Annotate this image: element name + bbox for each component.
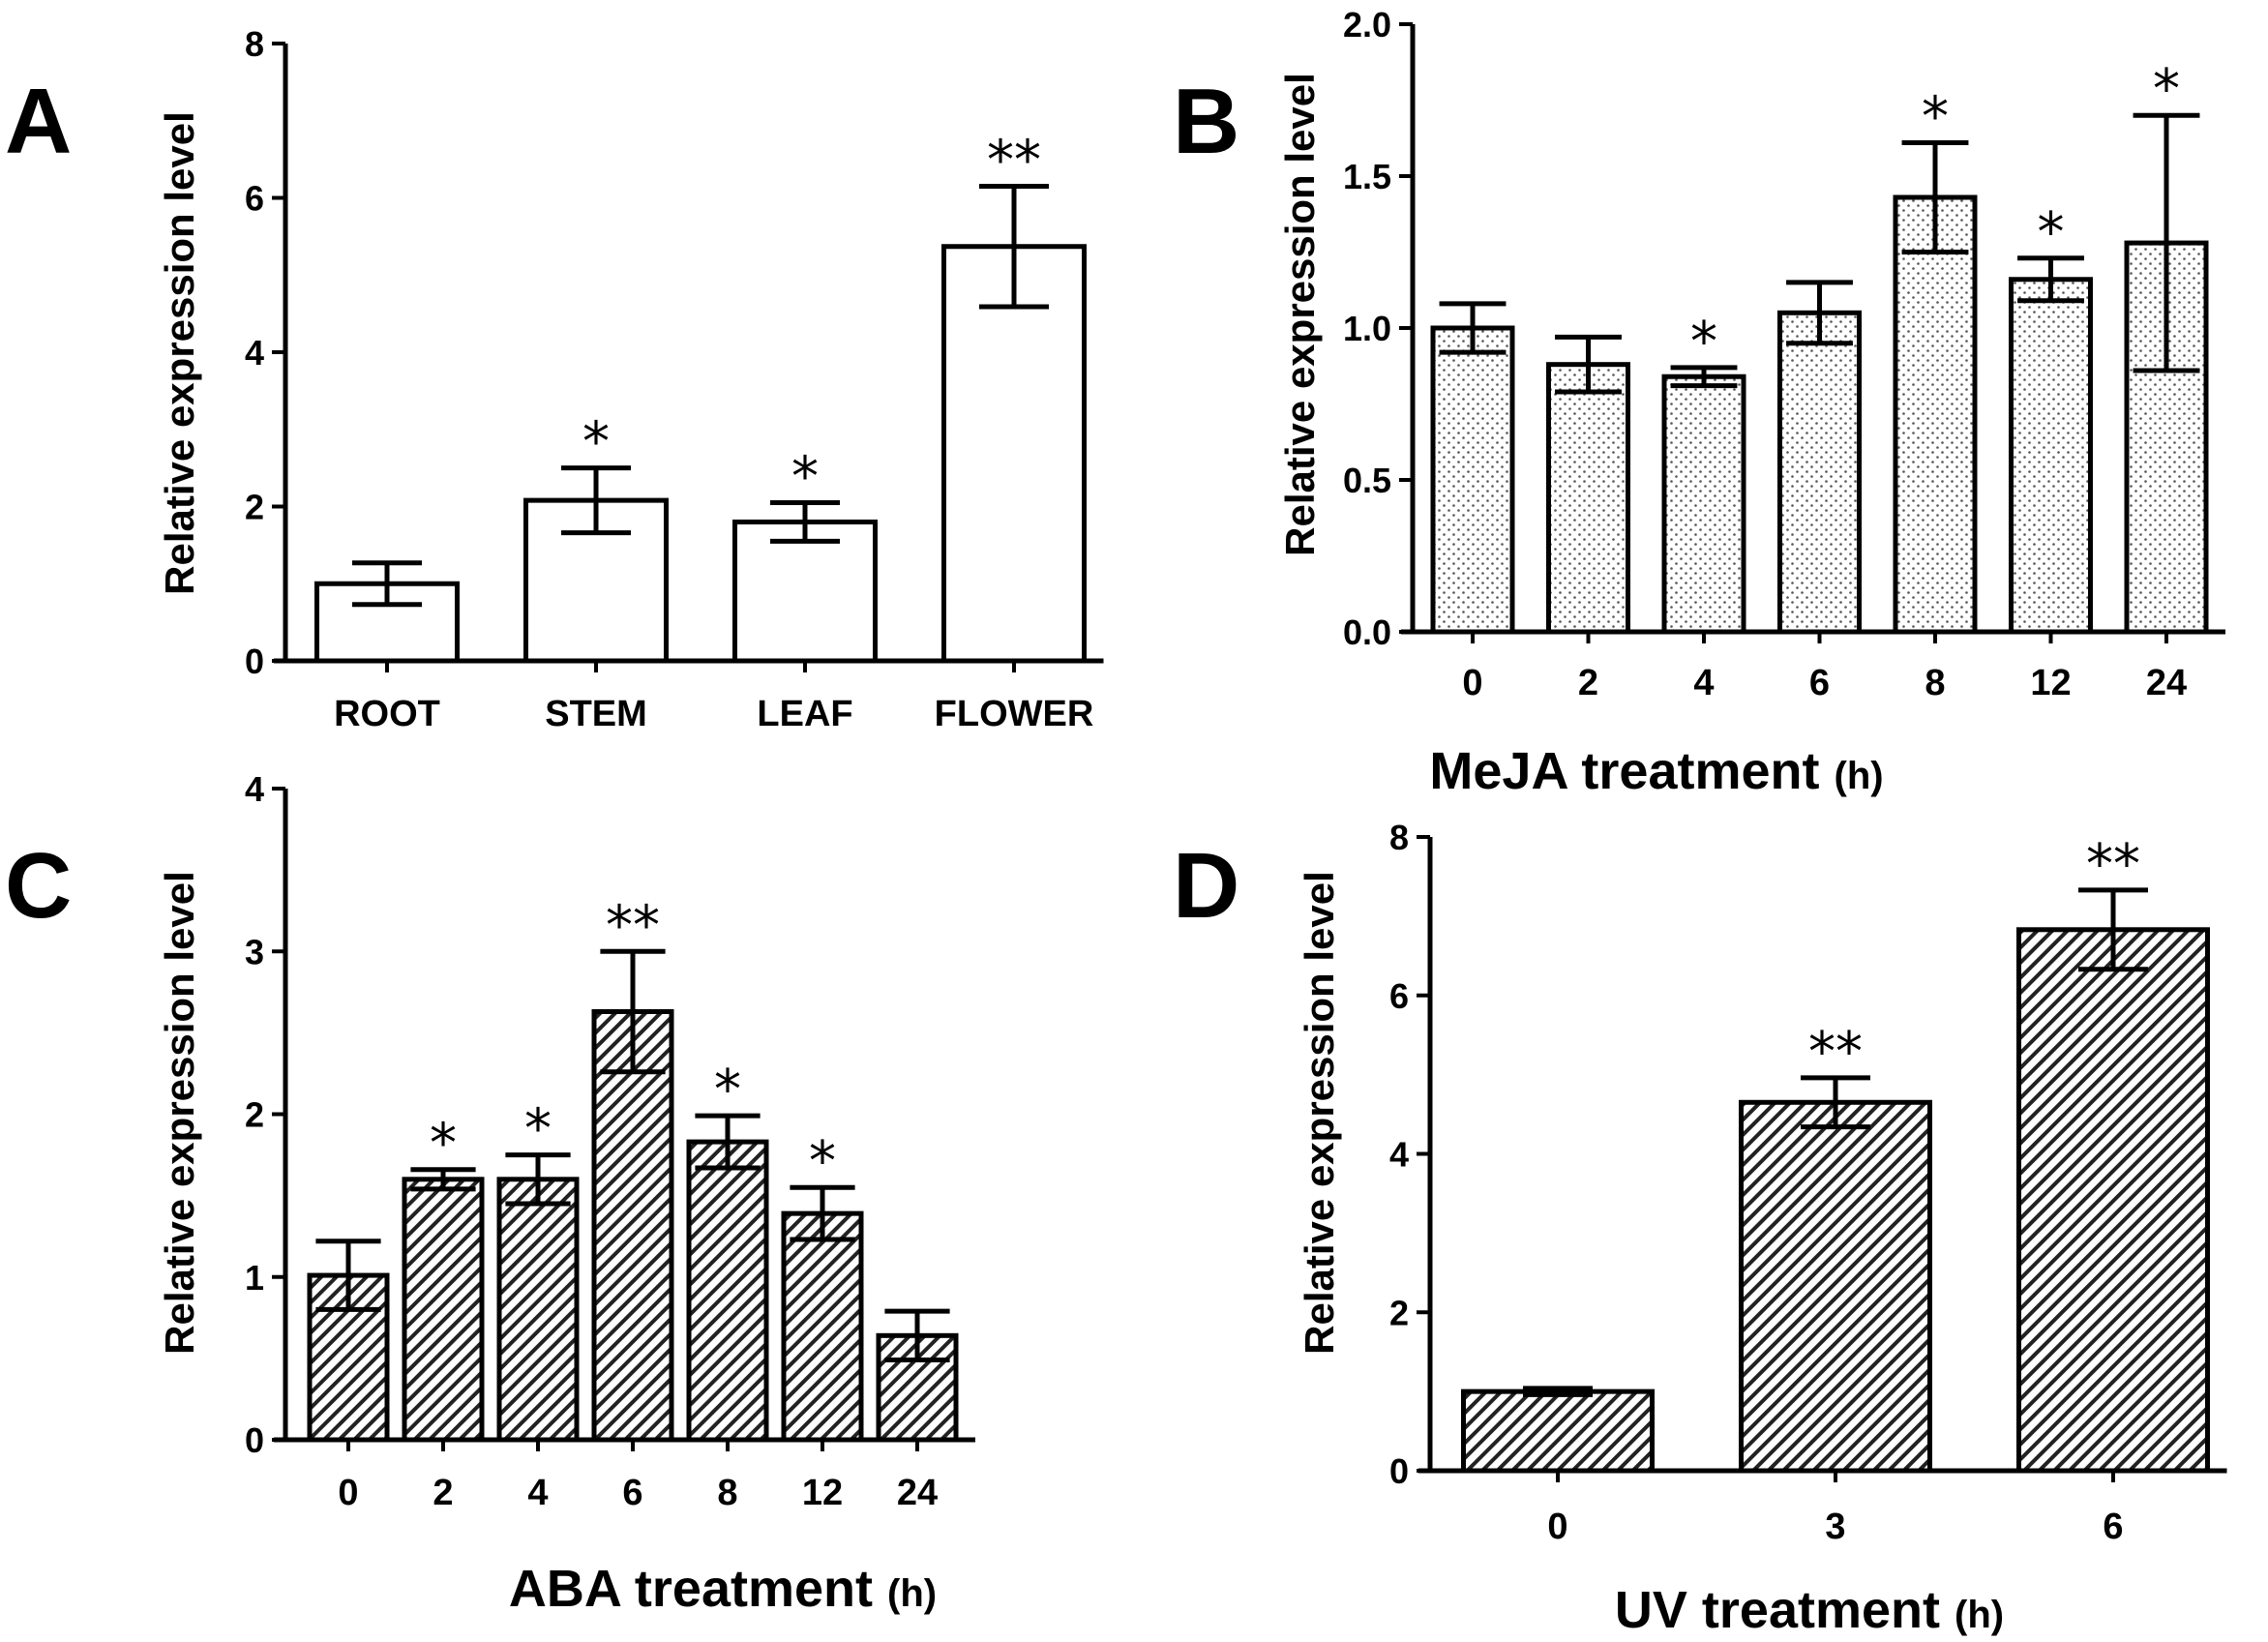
panel-a-significance-marker: * — [791, 446, 819, 509]
panel-a-y-axis-title: Relative expression level — [157, 111, 202, 595]
panel-a-y-tick-label: 4 — [245, 333, 264, 373]
panel-a-significance-marker: * — [582, 411, 610, 474]
panel-d-x-axis-title-text: UV treatment — [1615, 1581, 1940, 1639]
panel-c-y-tick-label: 2 — [245, 1095, 264, 1135]
panel-b-x-tick-label: 4 — [1693, 663, 1714, 703]
panel-b-plot: 0.0 0.5 1.0 1.5 2.0 0 2 * 4 6 * 8 * 12 * 24 — [1343, 5, 2225, 703]
panel-a-y-tick-label: 8 — [245, 24, 264, 64]
panel-b-significance-marker: * — [2038, 201, 2065, 264]
panel-c-y-axis-title: Relative expression level — [157, 871, 202, 1355]
panel-c-bar — [496, 1177, 580, 1443]
panel-b-significance-marker: * — [1922, 85, 1949, 148]
panel-b-x-axis-title-unit: (h) — [1835, 755, 1884, 797]
panel-c-significance-marker: * — [430, 1113, 457, 1176]
panel-c-significance-marker: * — [809, 1130, 836, 1193]
panel-d-y-tick-label: 8 — [1389, 818, 1409, 857]
panel-c-bar — [686, 1139, 769, 1443]
panel-letter-c: C — [5, 834, 72, 938]
panel-c-bar — [781, 1210, 864, 1443]
panel-b-x-tick-label: 6 — [1809, 663, 1830, 703]
panel-c-x-axis-title-text: ABA treatment — [509, 1560, 873, 1618]
panel-c-y-tick-label: 4 — [245, 769, 264, 809]
panel-c-x-axis-title-unit: (h) — [887, 1572, 937, 1615]
panel-b-y-tick-label: 1.0 — [1343, 309, 1391, 348]
panel-d: D Relative expression level 0 2 4 6 8 0 ** 3 ** 6… — [1173, 818, 2227, 1639]
panel-a-x-tick-label: FLOWER — [935, 694, 1094, 734]
panel-d-bar — [1461, 1388, 1655, 1474]
panel-d-y-tick-label: 6 — [1389, 976, 1409, 1016]
panel-a-bar — [941, 244, 1087, 664]
panel-b-bar — [1777, 310, 1862, 635]
panel-b-y-tick-label: 2.0 — [1343, 5, 1391, 45]
panel-d-x-tick-label: 0 — [1547, 1507, 1567, 1547]
panel-b-y-tick-label: 0.0 — [1343, 612, 1391, 652]
panel-d-y-tick-label: 2 — [1389, 1293, 1409, 1332]
panel-c-x-tick-label: 24 — [897, 1473, 938, 1513]
panel-b-x-tick-label: 2 — [1578, 663, 1598, 703]
panel-a-x-tick-label: STEM — [545, 694, 647, 734]
panel-a-x-tick-label: ROOT — [334, 694, 440, 734]
panel-a-significance-marker: ** — [987, 130, 1041, 193]
panel-c-significance-marker: * — [714, 1059, 741, 1121]
panel-c-y-tick-label: 1 — [245, 1258, 264, 1298]
panel-b: B Relative expression level 0.0 0.5 1.0 1.5… — [1173, 5, 2225, 800]
panel-a-plot: 0 2 4 6 8 ROOT * STEM * LEAF ** FLOWER — [245, 24, 1104, 734]
panel-b-bar — [1430, 325, 1515, 635]
panel-a-y-tick-label: 0 — [245, 642, 264, 681]
panel-b-x-tick-label: 24 — [2146, 663, 2187, 703]
panel-a-y-tick-label: 2 — [245, 488, 264, 527]
panel-c: C Relative expression level 012340*2*4**… — [5, 769, 975, 1618]
panel-d-plot: 0 2 4 6 8 0 ** 3 ** 6 — [1389, 818, 2227, 1547]
panel-d-x-tick-label: 3 — [1825, 1507, 1845, 1547]
panel-c-y-tick-label: 3 — [245, 932, 264, 971]
panel-c-x-tick-label: 4 — [527, 1473, 548, 1513]
panel-b-x-axis-title: MeJA treatment (h) — [1429, 742, 1883, 800]
panel-d-y-axis-title: Relative expression level — [1297, 871, 1342, 1355]
panel-d-x-tick-label: 6 — [2103, 1507, 2123, 1547]
panel-b-bar — [1661, 373, 1746, 635]
panel-b-x-tick-label: 0 — [1462, 663, 1482, 703]
panel-c-x-tick-label: 2 — [433, 1473, 453, 1513]
panel-c-x-tick-label: 6 — [622, 1473, 642, 1513]
panel-b-bar — [1893, 194, 1978, 635]
panel-b-bar — [1546, 362, 1630, 635]
panel-c-bar — [591, 1009, 674, 1443]
panel-a: A Relative expression level 0 2 4 6 8 ROOT * ST… — [5, 24, 1104, 734]
panel-letter-d: D — [1173, 834, 1239, 938]
panel-letter-a: A — [5, 70, 72, 173]
panel-c-x-tick-label: 12 — [802, 1473, 843, 1513]
panel-d-significance-marker: ** — [2086, 833, 2140, 896]
panel-d-significance-marker: ** — [1808, 1021, 1863, 1084]
panel-b-y-axis-title: Relative expression level — [1277, 73, 1323, 556]
panel-a-bar — [732, 519, 878, 664]
panel-c-x-tick-label: 8 — [717, 1473, 737, 1513]
panel-d-x-axis-title: UV treatment (h) — [1615, 1581, 2004, 1639]
panel-letter-b: B — [1173, 70, 1239, 173]
panel-d-y-tick-label: 0 — [1389, 1451, 1409, 1491]
panel-a-x-tick-label: LEAF — [757, 694, 852, 734]
panel-b-x-tick-label: 8 — [1925, 663, 1945, 703]
panel-c-x-tick-label: 0 — [338, 1473, 358, 1513]
panel-b-significance-marker: * — [2153, 58, 2180, 121]
panel-c-y-tick-label: 0 — [245, 1420, 264, 1460]
panel-b-y-tick-label: 1.5 — [1343, 157, 1391, 196]
panel-d-x-axis-title-unit: (h) — [1955, 1594, 2004, 1636]
panel-b-x-axis-title-text: MeJA treatment — [1429, 742, 1819, 800]
panel-c-bar — [402, 1177, 485, 1443]
panel-b-x-tick-label: 12 — [2030, 663, 2071, 703]
panel-c-x-axis-title: ABA treatment (h) — [509, 1560, 937, 1618]
panel-b-y-tick-label: 0.5 — [1343, 461, 1391, 500]
panel-d-bar — [1739, 1099, 1932, 1474]
panel-c-significance-marker: * — [524, 1098, 552, 1161]
panel-b-bar — [2009, 277, 2093, 635]
panel-a-y-tick-label: 6 — [245, 179, 264, 219]
panel-c-significance-marker: ** — [606, 894, 660, 957]
panel-d-bar — [2016, 927, 2210, 1474]
panel-b-significance-marker: * — [1690, 311, 1717, 373]
panel-d-y-tick-label: 4 — [1389, 1135, 1409, 1175]
